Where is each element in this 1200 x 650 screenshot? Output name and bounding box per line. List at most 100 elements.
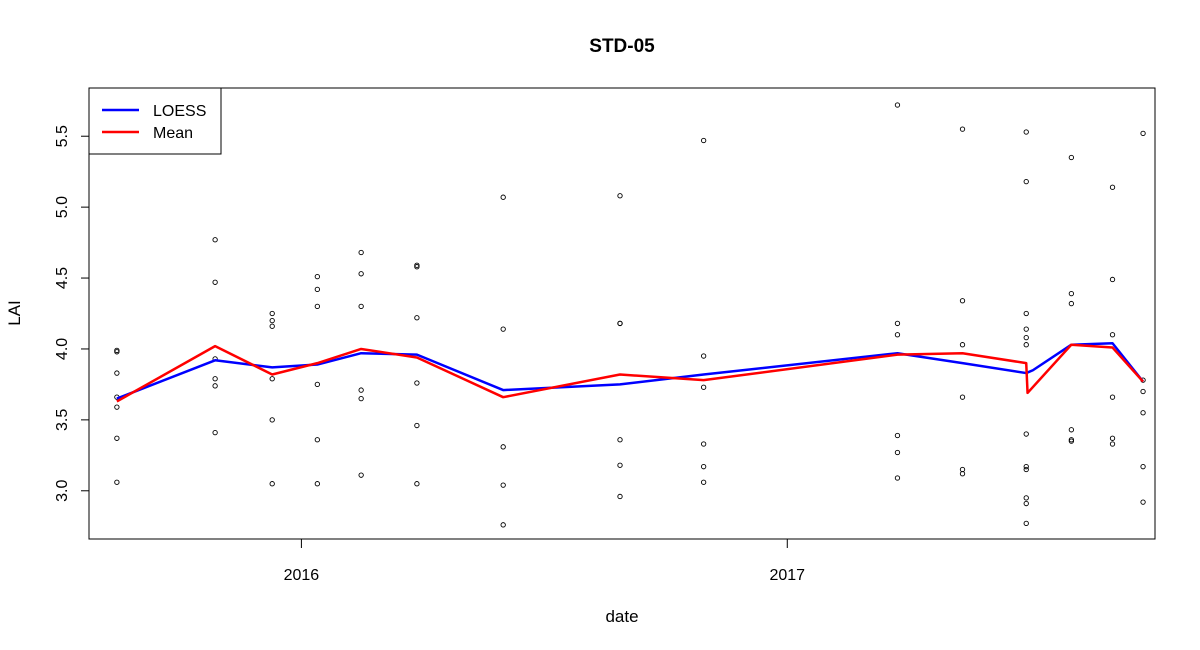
data-point xyxy=(358,395,364,402)
data-point xyxy=(617,493,623,500)
data-point xyxy=(314,481,320,487)
data-point xyxy=(500,482,506,488)
data-point xyxy=(114,370,120,376)
data-point xyxy=(617,437,623,443)
data-point xyxy=(500,444,506,450)
data-point xyxy=(358,271,364,277)
data-point xyxy=(1109,435,1116,441)
y-axis-label: LAI xyxy=(5,300,24,326)
data-point xyxy=(1023,495,1029,501)
data-point xyxy=(1068,290,1075,297)
data-point xyxy=(269,323,275,329)
series-line-mean xyxy=(116,343,1144,403)
x-axis-label: date xyxy=(605,607,638,626)
data-point xyxy=(500,522,506,528)
data-point xyxy=(1023,129,1029,135)
data-point xyxy=(500,326,506,332)
y-tick-label: 4.0 xyxy=(54,338,71,360)
data-point xyxy=(212,237,218,243)
data-point xyxy=(212,279,218,285)
data-point xyxy=(959,126,966,132)
data-point xyxy=(414,481,420,487)
data-point xyxy=(1023,310,1029,317)
data-point xyxy=(114,435,120,441)
data-point xyxy=(1023,466,1029,473)
data-point xyxy=(1023,342,1029,348)
data-point xyxy=(1023,326,1029,332)
data-point xyxy=(414,422,420,429)
data-point xyxy=(414,315,420,321)
y-tick-label: 3.0 xyxy=(54,480,71,502)
legend: LOESS Mean xyxy=(88,87,222,155)
chart-title: STD-05 xyxy=(589,36,655,57)
x-tick-label: 2016 xyxy=(284,567,320,584)
data-point xyxy=(1023,464,1029,470)
scatter-points xyxy=(114,102,1146,528)
legend-label: Mean xyxy=(153,125,193,142)
data-point xyxy=(269,481,275,487)
data-point xyxy=(959,298,966,304)
data-point xyxy=(1068,154,1075,161)
data-point xyxy=(1109,441,1116,447)
data-point xyxy=(894,475,901,481)
data-point xyxy=(114,404,120,410)
data-point xyxy=(1068,438,1075,444)
y-tick-label: 3.5 xyxy=(54,409,71,431)
data-point xyxy=(358,249,364,256)
data-point xyxy=(894,102,901,108)
y-axis: 3.0 3.5 4.0 4.5 5.0 5.5 xyxy=(54,125,90,502)
y-tick-label: 5.0 xyxy=(54,196,71,218)
data-point xyxy=(959,466,966,473)
data-point xyxy=(894,449,901,456)
data-point xyxy=(617,462,623,468)
data-point xyxy=(358,472,364,478)
data-point xyxy=(617,320,623,327)
x-tick-label: 2017 xyxy=(769,567,805,584)
data-point xyxy=(314,303,320,310)
series-line-loess xyxy=(116,342,1145,400)
data-point xyxy=(959,342,966,348)
data-point xyxy=(212,383,218,389)
data-point xyxy=(959,471,966,477)
data-point xyxy=(269,317,275,324)
y-tick-label: 4.5 xyxy=(54,267,71,289)
legend-box xyxy=(88,87,222,155)
series-lines xyxy=(116,342,1145,403)
data-point xyxy=(114,349,120,355)
data-point xyxy=(1140,388,1146,395)
data-point xyxy=(358,303,364,310)
data-point xyxy=(314,381,320,388)
data-point xyxy=(700,464,707,470)
data-point xyxy=(959,394,966,400)
data-point xyxy=(700,479,707,485)
data-point xyxy=(1140,130,1146,137)
data-point xyxy=(1109,394,1116,400)
data-point xyxy=(894,432,901,439)
data-point xyxy=(700,384,707,390)
data-point xyxy=(1023,520,1029,527)
data-point xyxy=(269,417,275,423)
data-point xyxy=(1023,178,1029,185)
data-point xyxy=(617,193,623,199)
data-point xyxy=(1068,427,1075,433)
legend-label: LOESS xyxy=(153,103,206,120)
data-point xyxy=(894,332,901,338)
data-point xyxy=(314,286,320,293)
data-point xyxy=(894,320,901,327)
data-point xyxy=(358,387,364,393)
data-point xyxy=(700,353,707,359)
data-point xyxy=(114,479,120,485)
data-point xyxy=(269,310,275,317)
data-point xyxy=(1023,431,1029,437)
data-point xyxy=(700,441,707,447)
data-point xyxy=(269,376,275,382)
data-point xyxy=(314,273,320,280)
data-point xyxy=(1109,332,1116,338)
y-tick-label: 5.5 xyxy=(54,125,71,147)
data-point xyxy=(1140,499,1146,505)
data-point xyxy=(1140,464,1146,470)
data-point xyxy=(414,380,420,386)
plot-frame xyxy=(88,87,1156,540)
data-point xyxy=(212,429,218,436)
